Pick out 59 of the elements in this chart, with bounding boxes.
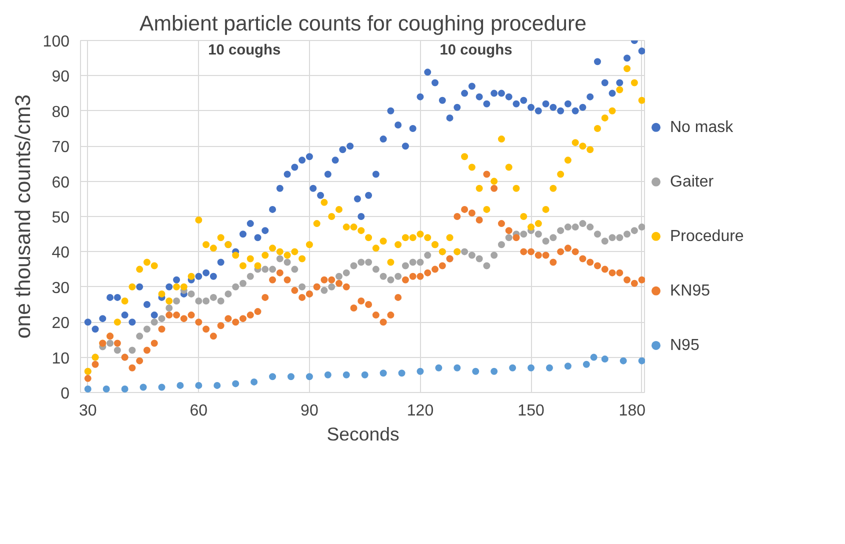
point [564, 362, 572, 370]
point [435, 364, 442, 372]
point [361, 371, 368, 378]
point [582, 360, 590, 368]
y-tick-label: 50 [52, 210, 70, 226]
point [102, 385, 110, 392]
x-tick-label: 30 [78, 402, 97, 420]
y-tick-label: 80 [52, 104, 70, 121]
y-tick-label: 70 [52, 139, 70, 156]
point [638, 357, 645, 364]
point [398, 370, 406, 377]
x-tick-label: 150 [518, 402, 544, 420]
point [342, 371, 350, 378]
point [121, 385, 128, 392]
point [590, 354, 598, 361]
point [287, 373, 294, 380]
point [454, 364, 461, 372]
y-tick-label: 90 [52, 68, 70, 86]
point [620, 357, 627, 364]
legend-label: No mask [670, 118, 734, 136]
x-tick-label: 90 [300, 402, 318, 420]
chart-title: Ambient particle counts for coughing procedure [140, 12, 586, 36]
point [601, 356, 608, 363]
point [84, 385, 92, 392]
point [528, 364, 535, 372]
point [140, 384, 147, 391]
legend-label: KN95 [670, 282, 710, 300]
annotation: 10 coughs [440, 42, 512, 58]
point [546, 364, 553, 372]
y-tick-label: 0 [60, 386, 70, 402]
point [490, 368, 498, 375]
point [324, 371, 332, 378]
x-tick-label: 180 [618, 402, 646, 420]
point [195, 382, 202, 389]
legend-label: Gaiter [670, 173, 714, 190]
x-axis-title: Seconds [326, 424, 400, 444]
point [416, 368, 424, 375]
point [380, 370, 387, 377]
point [214, 382, 221, 389]
y-tick-label: 60 [52, 174, 70, 192]
y-tick-label: 40 [52, 244, 70, 262]
y-tick-label: 100 [42, 34, 70, 50]
point [250, 378, 258, 386]
x-tick-label: 60 [190, 402, 208, 420]
point [306, 373, 313, 380]
y-tick-label: 10 [52, 350, 70, 368]
legend-label: N95 [670, 336, 700, 354]
point [232, 380, 240, 388]
legend-label: Procedure [670, 228, 744, 245]
y-tick-label: 20 [52, 315, 70, 332]
point [472, 368, 480, 375]
point [176, 382, 184, 389]
point [269, 373, 276, 380]
y-tick-label: 30 [52, 280, 70, 297]
x-tick-label: 120 [406, 402, 434, 420]
point [509, 364, 516, 372]
y-axis-title: one thousand counts/cm3 [10, 94, 35, 339]
annotation: 10 coughs [208, 42, 281, 58]
point [158, 384, 166, 391]
